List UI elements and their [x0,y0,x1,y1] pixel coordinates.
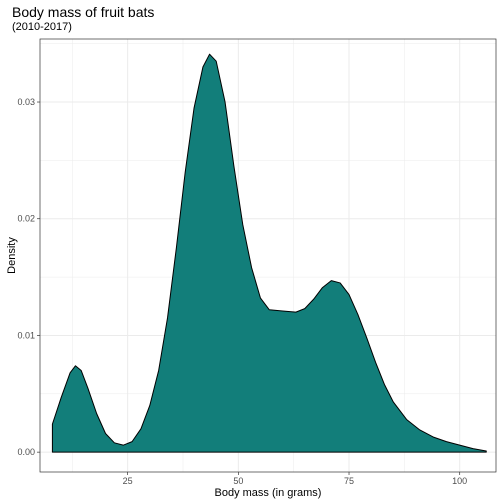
y-tick-label: 0.00 [17,447,35,457]
x-tick-label: 25 [123,476,133,486]
plot-border [39,38,497,473]
x-tick-label: 100 [452,476,467,486]
density-area [51,53,487,453]
chart-title: Body mass of fruit bats [12,4,155,20]
x-tick-label: 50 [233,476,243,486]
y-axis-title: Density [6,237,18,274]
y-axis: 0.00 0.01 0.02 0.03 [17,97,40,457]
x-axis-title: Body mass (in grams) [215,487,322,499]
x-axis: 25 50 75 100 [123,472,467,486]
x-tick-label: 75 [344,476,354,486]
minor-gridlines [40,39,496,472]
y-tick-label: 0.03 [17,97,35,107]
y-tick-label: 0.02 [17,214,35,224]
y-tick-label: 0.01 [17,330,35,340]
chart-subtitle: (2010-2017) [12,21,72,33]
